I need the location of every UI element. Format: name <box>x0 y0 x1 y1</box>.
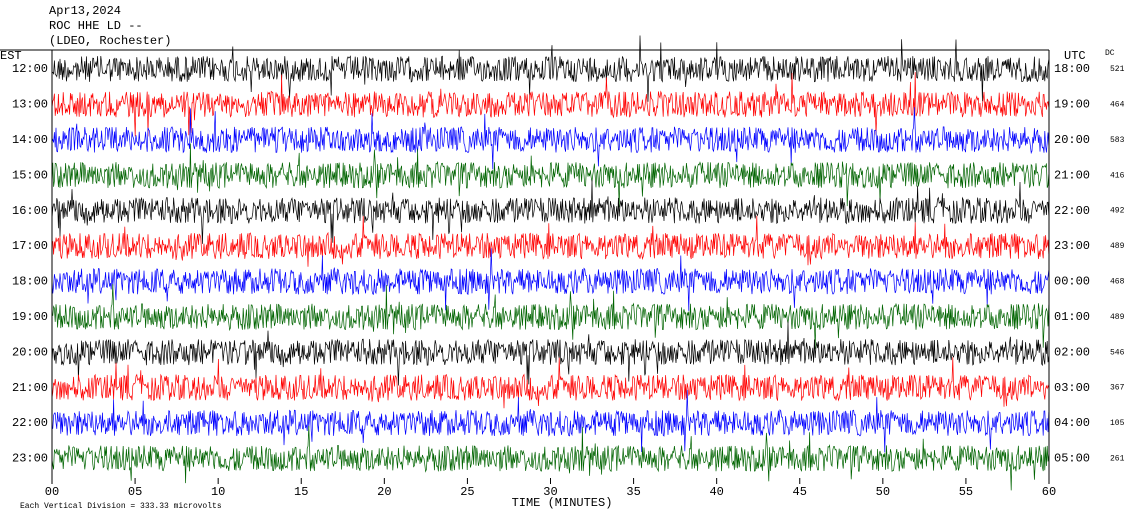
dc-value: 105 <box>1110 419 1125 428</box>
trace <box>51 357 1050 409</box>
est-label: 18:00 <box>12 275 48 289</box>
traces <box>51 35 1050 491</box>
utc-label: 19:00 <box>1054 98 1090 112</box>
utc-label: 23:00 <box>1054 239 1090 253</box>
x-tick-label: 10 <box>211 485 225 499</box>
utc-label: 04:00 <box>1054 416 1090 430</box>
utc-label: 18:00 <box>1054 62 1090 76</box>
utc-label: 00:00 <box>1054 275 1090 289</box>
x-tick-label: 30 <box>543 485 557 499</box>
dc-value: 416 <box>1110 171 1125 180</box>
x-tick-label: 50 <box>876 485 890 499</box>
x-tick-label: 15 <box>294 485 308 499</box>
trace <box>51 284 1050 349</box>
est-label: 15:00 <box>12 168 48 182</box>
station: ROC HHE LD -- <box>49 19 143 33</box>
trace <box>51 248 1050 311</box>
trace <box>51 425 1050 491</box>
footer: Each Vertical Division = 333.33 microvol… <box>20 502 222 511</box>
dc-value: 492 <box>1110 207 1125 216</box>
x-tick-label: 05 <box>128 485 142 499</box>
est-label: 22:00 <box>12 416 48 430</box>
dc-value: 367 <box>1110 384 1125 393</box>
utc-label: 03:00 <box>1054 381 1090 395</box>
dc-value: 261 <box>1110 455 1125 464</box>
dc-value: 489 <box>1110 242 1125 251</box>
trace <box>51 321 1050 386</box>
dc-title: DC <box>1105 49 1115 58</box>
utc-label: 01:00 <box>1054 310 1090 324</box>
dc-value: 546 <box>1110 348 1125 357</box>
dc-value: 521 <box>1110 65 1125 74</box>
x-tick-label: 40 <box>709 485 723 499</box>
x-tick-label: 45 <box>793 485 807 499</box>
trace <box>51 143 1050 208</box>
utc-label: 02:00 <box>1054 345 1090 359</box>
est-label: 20:00 <box>12 345 48 359</box>
dc-value: 468 <box>1110 278 1125 287</box>
est-label: 12:00 <box>12 62 48 76</box>
x-axis-title: TIME (MINUTES) <box>512 496 613 510</box>
trace <box>51 179 1050 244</box>
utc-label: 22:00 <box>1054 204 1090 218</box>
dc-value: 583 <box>1110 136 1125 145</box>
est-label: 13:00 <box>12 98 48 112</box>
left-axis-title: EST <box>0 49 22 63</box>
trace <box>51 215 1050 267</box>
x-tick-label: 55 <box>959 485 973 499</box>
est-label: 23:00 <box>12 452 48 466</box>
x-tick-label: 60 <box>1042 485 1056 499</box>
dc-value: 464 <box>1110 101 1125 110</box>
trace <box>51 107 1050 170</box>
trace <box>51 35 1050 102</box>
right-axis-title: UTC <box>1064 49 1086 63</box>
utc-label: 20:00 <box>1054 133 1090 147</box>
est-label: 16:00 <box>12 204 48 218</box>
x-tick-label: 25 <box>460 485 474 499</box>
est-label: 21:00 <box>12 381 48 395</box>
network: (LDEO, Rochester) <box>49 34 171 48</box>
utc-label: 21:00 <box>1054 168 1090 182</box>
est-label: 17:00 <box>12 239 48 253</box>
est-label: 14:00 <box>12 133 48 147</box>
trace <box>51 72 1050 137</box>
utc-label: 05:00 <box>1054 452 1090 466</box>
x-tick-label: 00 <box>45 485 59 499</box>
trace <box>51 389 1050 453</box>
x-tick-label: 20 <box>377 485 391 499</box>
dc-value: 489 <box>1110 313 1125 322</box>
x-tick-label: 35 <box>626 485 640 499</box>
date: Apr13,2024 <box>49 4 121 18</box>
est-label: 19:00 <box>12 310 48 324</box>
